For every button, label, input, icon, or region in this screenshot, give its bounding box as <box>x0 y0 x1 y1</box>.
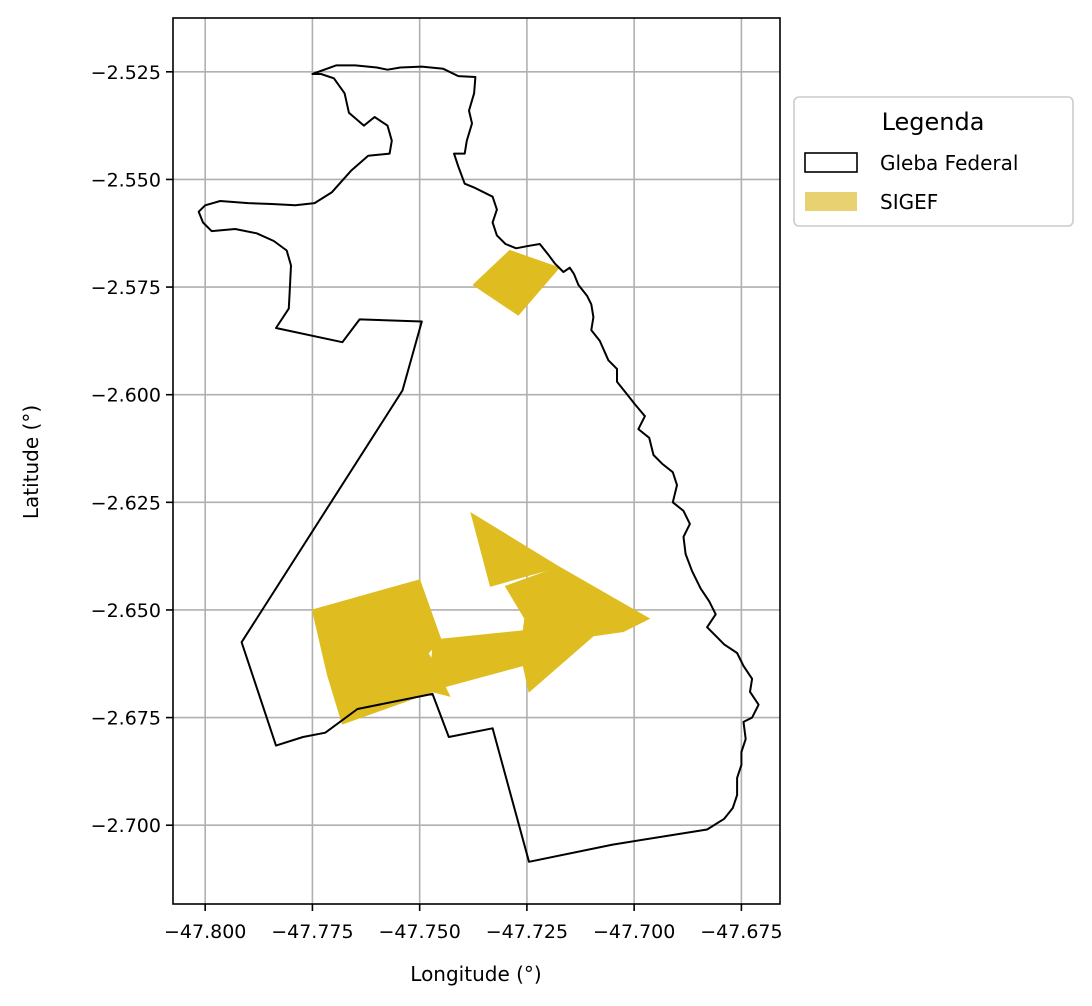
x-tick-label: −47.800 <box>164 921 246 943</box>
x-axis-ticks: −47.800 −47.775 −47.750 −47.725 −47.700 −47.6… <box>164 904 783 943</box>
sigef-parcel-3 <box>470 512 561 587</box>
x-axis-label: Longitude (°) <box>410 962 541 986</box>
legend-label-gleba: Gleba Federal <box>880 151 1018 175</box>
plot-frame <box>172 17 781 905</box>
x-tick-label: −47.725 <box>486 921 568 943</box>
y-axis-ticks: −2.525 −2.550 −2.575 −2.600 −2.625 −2.650 −2.6… <box>91 62 173 837</box>
x-tick-label: −47.675 <box>700 921 782 943</box>
legend-title: Legenda <box>882 108 985 136</box>
sigef-parcel-4 <box>504 566 651 693</box>
y-axis-label: Latitude (°) <box>19 405 43 519</box>
y-tick-label: −2.700 <box>91 815 161 837</box>
sigef-parcel-0 <box>472 249 560 316</box>
y-tick-label: −2.575 <box>91 277 161 299</box>
map-polygons <box>197 64 760 863</box>
legend-swatch-gleba <box>804 152 858 173</box>
y-tick-label: −2.650 <box>91 600 161 622</box>
legend-label-sigef: SIGEF <box>880 190 938 214</box>
x-tick-label: −47.700 <box>593 921 675 943</box>
y-tick-label: −2.550 <box>91 169 161 191</box>
grid-lines <box>173 18 780 904</box>
y-tick-label: −2.675 <box>91 708 161 730</box>
gleba-federal-boundary <box>197 64 760 863</box>
y-tick-label: −2.625 <box>91 492 161 514</box>
legend: Legenda Gleba Federal SIGEF <box>793 96 1074 227</box>
y-tick-label: −2.600 <box>91 385 161 407</box>
legend-box <box>793 96 1074 227</box>
legend-swatch-sigef <box>805 192 857 211</box>
x-tick-label: −47.750 <box>378 921 460 943</box>
sigef-parcel-2 <box>425 628 539 693</box>
y-tick-label: −2.525 <box>91 62 161 84</box>
x-tick-label: −47.775 <box>271 921 353 943</box>
sigef-parcel-1 <box>311 579 451 725</box>
